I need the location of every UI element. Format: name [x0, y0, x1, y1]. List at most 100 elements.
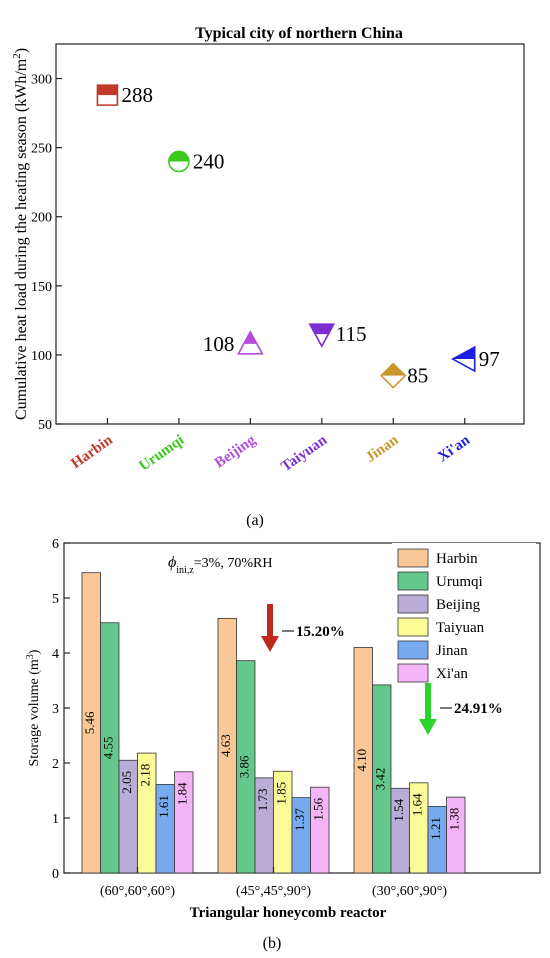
panel-b-bar	[446, 796, 466, 874]
panel-b-bar	[372, 684, 392, 874]
legend-swatch	[397, 548, 429, 568]
panel-b-value-label: 3.42	[373, 768, 388, 791]
panel-b-bar	[236, 660, 256, 874]
panel-b-y-tick-label: 4	[52, 647, 59, 662]
panel-a-point	[168, 150, 190, 173]
panel-b-bar	[100, 622, 120, 874]
legend-label: Beijing	[436, 597, 481, 613]
panel-b: 0 1 2 3 4 5 6 Storage volume (m3) 5.46 4.552.05…	[25, 537, 541, 952]
panel-b-value-label: 2.18	[138, 764, 153, 787]
legend-swatch	[397, 594, 429, 614]
panel-b-y-tick-label: 6	[52, 537, 59, 552]
panel-b-value-label: 1.56	[311, 797, 326, 820]
panel-b-value-label: 1.61	[156, 795, 171, 818]
panel-b-bars: 5.46 4.552.05 2.181.61 1.84 4.63 3.861.73 1.85…	[81, 572, 466, 874]
legend-swatch	[397, 617, 429, 637]
panel-a-x-tick-label: Xi'an	[435, 432, 473, 466]
panel-a-data-label: 240	[193, 149, 225, 173]
panel-b-value-label: 2.05	[119, 771, 134, 794]
panel-b-y-tick-label: 2	[52, 757, 59, 772]
panel-a-x-tick-label: Jinan	[363, 432, 402, 466]
panel-b-reduction-annotations: 15.20% 24.91%	[261, 604, 503, 735]
panel-a-x-tick-label: Taiyuan	[278, 432, 330, 475]
panel-a-y-tick-label: 100	[31, 349, 52, 364]
panel-a-x-tick-label: Urumqi	[136, 432, 187, 474]
panel-b-y-tick-label: 1	[52, 812, 59, 827]
panel-a-x-tick-label: Harbin	[68, 432, 116, 472]
panel-a-point	[380, 362, 407, 389]
legend-label: Taiyuan	[436, 620, 485, 636]
panel-a-data-label: 97	[479, 347, 500, 371]
legend-item: Urumqi	[397, 571, 483, 591]
legend-item: Harbin	[397, 548, 478, 568]
panel-a-y-axis: 50 100 150 200 250 300	[31, 73, 62, 433]
reduction-annotation: 24.91%	[419, 683, 503, 735]
panel-a-caption: (a)	[246, 512, 264, 529]
panel-b-x-tick-label: (45°,45°,90°)	[236, 884, 311, 899]
reduction-annotation: 15.20%	[261, 604, 345, 652]
panel-a-y-tick-label: 150	[31, 280, 52, 295]
panel-a-y-axis-label: Cumulative heat load during the heating …	[11, 48, 30, 420]
panel-b-x-axis-label: Triangular honeycomb reactor	[190, 905, 387, 921]
panel-b-y-axis: 0 1 2 3 4 5 6	[52, 537, 70, 882]
panel-a-data-label: 85	[407, 364, 428, 388]
panel-b-value-label: 1.85	[274, 782, 289, 805]
panel-b-caption: (b)	[263, 935, 282, 952]
panel-b-value-label: 1.64	[410, 793, 425, 816]
panel-a: Typical city of northern China 50 100 150 2…	[11, 25, 525, 529]
panel-a-point	[451, 345, 476, 373]
panel-a-data-label: 288	[121, 83, 153, 107]
legend-label: Harbin	[436, 551, 478, 567]
panel-a-y-tick-label: 250	[31, 142, 52, 157]
panel-b-bar	[174, 771, 194, 874]
legend-swatch	[397, 663, 429, 683]
panel-a-title: Typical city of northern China	[195, 25, 403, 42]
panel-b-value-label: 1.84	[175, 782, 190, 805]
panel-a-y-tick-label: 200	[31, 211, 52, 226]
panel-b-value-label: 4.55	[101, 737, 116, 760]
panel-b-condition-annotation: ϕini,z=3%, 70%RH	[168, 554, 272, 576]
panel-b-y-tick-label: 3	[52, 702, 59, 717]
panel-b-y-tick-label: 5	[52, 592, 59, 607]
legend-item: Jinan	[397, 640, 468, 660]
down-arrow-icon	[267, 604, 273, 638]
panel-a-point	[308, 323, 336, 348]
panel-b-value-label: 1.54	[391, 798, 406, 821]
panel-a-y-tick-label: 50	[38, 418, 52, 433]
panel-b-y-tick-label: 0	[52, 867, 59, 882]
reduction-label: 15.20%	[296, 624, 345, 640]
panel-a-y-tick-label: 300	[31, 73, 52, 88]
panel-a-x-tick-label: Beijing	[212, 432, 259, 472]
legend-item: Xi'an	[397, 663, 468, 683]
legend-swatch	[397, 571, 429, 591]
panel-b-value-label: 1.37	[292, 808, 307, 831]
panel-b-value-label: 4.63	[218, 734, 233, 757]
panel-a-point	[96, 84, 119, 106]
panel-a-points: 288 240 108 115 85 97	[96, 83, 500, 389]
legend-swatch	[397, 640, 429, 660]
panel-a-data-label: 108	[203, 332, 235, 356]
panel-b-bar	[310, 786, 330, 874]
legend-label: Urumqi	[436, 574, 483, 590]
panel-b-legend: Harbin Urumqi Beijing Taiyuan Jinan Xi'an	[392, 543, 536, 689]
down-arrow-icon	[425, 683, 431, 721]
panel-b-x-axis: (60°,60°,60°) (45°,45°,90°) (30°,60°,90°)	[100, 867, 447, 899]
legend-label: Xi'an	[436, 666, 468, 682]
panel-b-value-label: 3.86	[237, 755, 252, 778]
panel-b-value-label: 1.73	[255, 788, 270, 811]
legend-item: Beijing	[397, 594, 481, 614]
panel-b-x-tick-label: (30°,60°,90°)	[372, 884, 447, 899]
panel-b-y-axis-label: Storage volume (m3)	[25, 649, 43, 766]
panel-b-x-tick-label: (60°,60°,60°)	[100, 884, 175, 899]
legend-item: Taiyuan	[397, 617, 485, 637]
panel-a-data-label: 115	[336, 322, 367, 346]
panel-b-value-label: 1.38	[447, 808, 462, 831]
panel-a-point	[236, 330, 264, 355]
panel-b-value-label: 4.10	[354, 749, 369, 772]
panel-a-x-axis: Harbin Urumqi Beijing Taiyuan Jinan Xi'an	[68, 418, 474, 475]
legend-label: Jinan	[436, 643, 468, 659]
panel-a-plot-frame	[55, 43, 525, 425]
reduction-label: 24.91%	[454, 701, 503, 717]
panel-b-value-label: 5.46	[82, 711, 97, 734]
